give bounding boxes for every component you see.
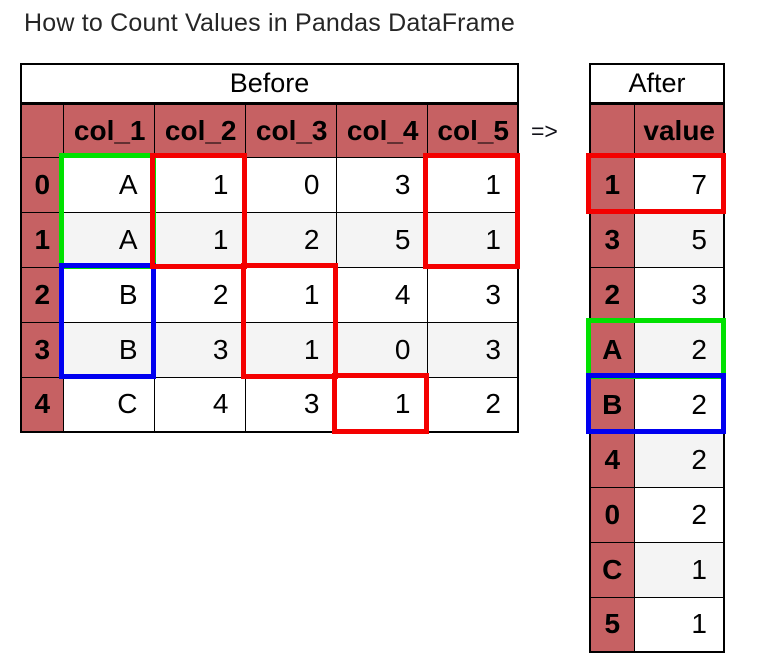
before-data-cell: 2 <box>153 266 246 323</box>
after-index-cell: A <box>589 321 635 378</box>
before-data-cell: 4 <box>153 376 246 433</box>
before-data-cell: 1 <box>153 156 246 213</box>
page-title: How to Count Values in Pandas DataFrame <box>24 9 515 37</box>
before-data-cell: 3 <box>153 321 246 378</box>
before-data-cell: C <box>62 376 155 433</box>
before-data-cell: 3 <box>426 321 519 378</box>
after-data-cell: 7 <box>633 156 725 213</box>
after-index-cell: 1 <box>589 156 635 213</box>
before-data-cell: 5 <box>335 211 428 268</box>
before-index-header <box>20 102 64 158</box>
before-column-header-col_1: col_1 <box>62 102 155 158</box>
before-data-cell: 1 <box>426 211 519 268</box>
before-data-cell: 4 <box>335 266 428 323</box>
before-table: Before col_1 col_2 col_3 col_4 col_5 0 A 1 0 3 1 1 A 1… <box>20 63 519 433</box>
after-table-region: After value 1 7 3 5 2 3 A 2 B 2 4 2 0 2 C 1 5 1 <box>586 63 726 653</box>
after-data-cell: 1 <box>633 596 725 653</box>
after-data-cell: 2 <box>633 376 725 433</box>
after-table: After value 1 7 3 5 2 3 A 2 B 2 4 2 0 2 C 1 5 1 <box>589 63 725 653</box>
after-index-cell: 5 <box>589 596 635 653</box>
after-column-header-value: value <box>633 102 725 158</box>
after-index-cell: B <box>589 376 635 433</box>
before-data-cell: 2 <box>426 376 519 433</box>
before-data-cell: 0 <box>335 321 428 378</box>
before-data-cell: B <box>62 321 155 378</box>
after-index-cell: 2 <box>589 266 635 323</box>
after-data-cell: 2 <box>633 486 725 543</box>
before-data-cell: 1 <box>426 156 519 213</box>
after-data-cell: 3 <box>633 266 725 323</box>
before-index-cell: 2 <box>20 266 64 323</box>
before-table-region: Before col_1 col_2 col_3 col_4 col_5 0 A 1 0 3 1 1 A 1… <box>20 63 520 434</box>
before-data-cell: 1 <box>244 266 337 323</box>
after-data-cell: 5 <box>633 211 725 268</box>
before-column-header-col_4: col_4 <box>335 102 428 158</box>
before-data-cell: A <box>62 156 155 213</box>
before-index-cell: 0 <box>20 156 64 213</box>
before-data-cell: 3 <box>426 266 519 323</box>
after-data-cell: 1 <box>633 541 725 598</box>
before-data-cell: 2 <box>244 211 337 268</box>
before-index-cell: 1 <box>20 211 64 268</box>
before-data-cell: A <box>62 211 155 268</box>
before-data-cell: 3 <box>335 156 428 213</box>
before-index-cell: 4 <box>20 376 64 433</box>
before-data-cell: 1 <box>335 376 428 433</box>
before-column-header-col_5: col_5 <box>426 102 519 158</box>
after-index-header <box>589 102 635 158</box>
after-index-cell: 3 <box>589 211 635 268</box>
before-data-cell: 3 <box>244 376 337 433</box>
after-data-cell: 2 <box>633 321 725 378</box>
before-column-header-col_3: col_3 <box>244 102 337 158</box>
before-data-cell: B <box>62 266 155 323</box>
after-data-cell: 2 <box>633 431 725 488</box>
before-column-header-col_2: col_2 <box>153 102 246 158</box>
after-index-cell: 4 <box>589 431 635 488</box>
after-caption: After <box>589 63 725 105</box>
before-caption: Before <box>20 63 519 105</box>
transform-arrow: => <box>531 118 558 144</box>
before-data-cell: 1 <box>244 321 337 378</box>
before-index-cell: 3 <box>20 321 64 378</box>
after-index-cell: C <box>589 541 635 598</box>
before-data-cell: 0 <box>244 156 337 213</box>
after-index-cell: 0 <box>589 486 635 543</box>
before-data-cell: 1 <box>153 211 246 268</box>
